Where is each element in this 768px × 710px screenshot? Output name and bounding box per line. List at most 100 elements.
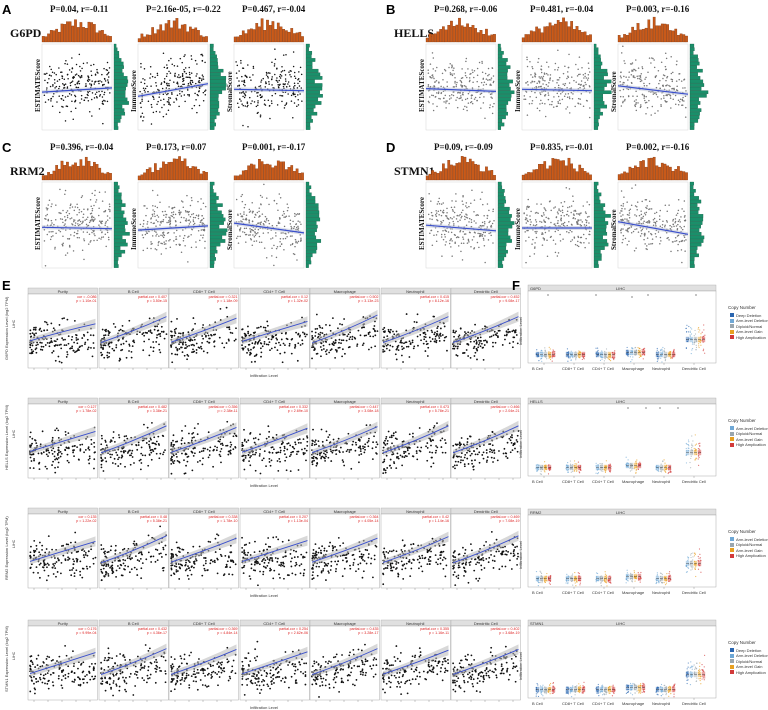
scatter-point: [464, 106, 466, 108]
scatter-point: [588, 74, 590, 76]
histogram-bar: [488, 171, 490, 180]
scatter-point: [99, 191, 101, 193]
scatter-point: [313, 346, 315, 348]
scatter-point: [534, 72, 536, 74]
scatter-point: [60, 456, 62, 458]
scatter-point: [81, 75, 83, 77]
histogram-bar: [594, 186, 597, 189]
scatter-point: [107, 62, 109, 64]
histogram-bar: [269, 25, 271, 42]
histogram-bar: [114, 116, 121, 119]
scatter-point: [636, 209, 638, 211]
scatter-point: [581, 93, 583, 95]
scatter-point: [130, 452, 132, 454]
scatter-point: [190, 205, 192, 207]
scatter-point: [477, 68, 479, 70]
scatter-point: [530, 82, 532, 84]
scatter-point: [568, 221, 570, 223]
scatter-point: [648, 231, 650, 233]
scatter-point: [349, 331, 351, 333]
histogram-bar: [45, 175, 47, 180]
scatter-point: [112, 431, 114, 433]
scatter-point: [279, 344, 281, 346]
scatter-point: [211, 335, 213, 337]
scatter-point: [329, 324, 331, 326]
scatter-point: [64, 87, 66, 89]
scatter-point: [297, 226, 299, 228]
scatter-point: [560, 215, 562, 217]
scatter-point: [84, 99, 86, 101]
scatter-point: [244, 85, 246, 87]
scatter-point: [87, 339, 89, 341]
scatter-point: [287, 83, 289, 85]
scatter-point: [490, 79, 492, 81]
scatter-point: [481, 82, 483, 84]
scatter-point: [354, 337, 356, 339]
scatter-point: [512, 341, 514, 343]
scatter-point: [578, 237, 580, 239]
histogram-bar: [114, 94, 125, 97]
histogram-bar: [210, 83, 226, 86]
histogram-bar: [466, 24, 468, 42]
scatter-point: [85, 97, 87, 99]
scatter-point: [31, 349, 33, 351]
scatter-point: [147, 330, 149, 332]
scatter-point: [155, 231, 157, 233]
timer-column-title: B Cell: [99, 289, 169, 294]
scatter-point: [62, 222, 64, 224]
scatter-point: [550, 222, 552, 224]
histogram-bar: [306, 105, 315, 108]
scatter-point: [54, 248, 56, 250]
scatter-point: [78, 237, 80, 239]
scatter-point: [103, 236, 105, 238]
scatter-point: [103, 335, 105, 337]
histogram-bar: [640, 161, 642, 180]
scatter-point: [297, 213, 299, 215]
histogram-bar: [138, 39, 140, 42]
scatter-point: [35, 344, 37, 346]
histogram-bar: [594, 221, 608, 224]
scatter-point: [82, 249, 84, 251]
scatter-point: [100, 221, 102, 223]
scatter-point: [636, 228, 638, 230]
scatter-point: [90, 65, 92, 67]
scatter-point: [267, 77, 269, 79]
scatter-point: [481, 343, 483, 345]
scatter-point: [240, 100, 242, 102]
scatter-point: [58, 212, 60, 214]
histogram-bar: [306, 94, 323, 97]
scatter-point: [635, 59, 637, 61]
scatter-point: [203, 78, 205, 80]
scatter-point: [56, 457, 58, 459]
histogram-bar: [149, 35, 151, 42]
scatter-point: [274, 74, 276, 76]
scatter-point: [263, 341, 265, 343]
histogram-bar: [472, 25, 474, 42]
scatter-point: [301, 100, 303, 102]
scatter-point: [482, 204, 484, 206]
scatter-point: [466, 58, 468, 60]
scatter-point: [249, 234, 251, 236]
scatter-point: [341, 339, 343, 341]
histogram-bar: [498, 112, 508, 115]
scatter-point: [581, 67, 583, 69]
scatter-point: [569, 206, 571, 208]
scatter-point: [221, 342, 223, 344]
scatter-point: [73, 250, 75, 252]
scatter-point: [457, 221, 459, 223]
scatter-point: [242, 194, 244, 196]
scatter-point: [60, 451, 62, 453]
scatter-point: [204, 91, 206, 93]
scatter-point: [540, 203, 542, 205]
scatter-point: [247, 64, 249, 66]
scatter-point: [351, 338, 353, 340]
histogram-bar: [498, 236, 510, 239]
scatter-point: [83, 213, 85, 215]
scatter-point: [119, 463, 121, 465]
scatter-point: [171, 212, 173, 214]
scatter-point: [496, 332, 498, 334]
scatter-point: [49, 341, 51, 343]
histogram-bar: [690, 186, 693, 189]
scatter-point: [111, 348, 113, 350]
scatter-point: [671, 88, 673, 90]
